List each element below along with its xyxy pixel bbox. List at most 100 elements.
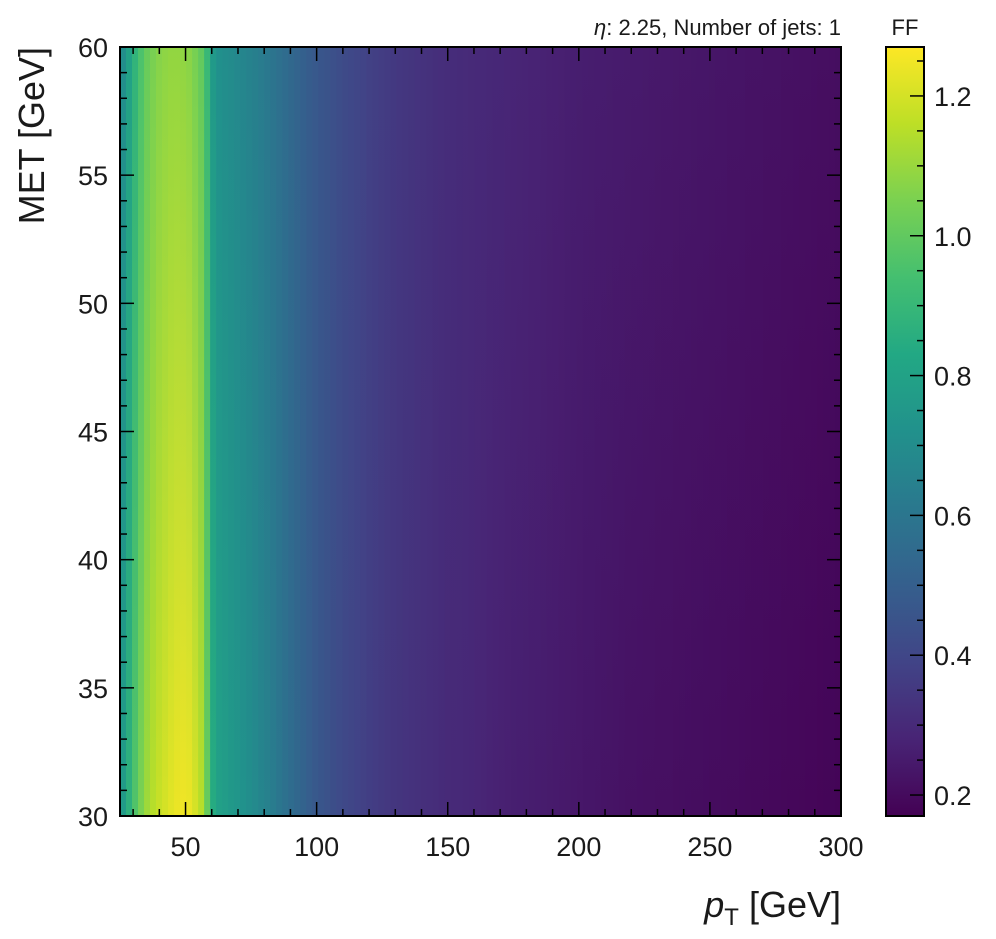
x-axis-label: pT [GeV] (703, 884, 841, 931)
x-tick-label: 50 (171, 832, 201, 862)
y-tick-label: 60 (78, 33, 108, 63)
heatmap-column (180, 47, 187, 816)
heatmap-column (528, 47, 536, 816)
heatmap-column (546, 47, 554, 816)
heatmap-column (492, 47, 500, 816)
heatmap-column (480, 47, 488, 816)
colorbar-tick-label: 0.8 (934, 362, 972, 392)
heatmap-column (360, 47, 367, 816)
colorbar-ticks: 0.2 0.4 0.6 0.8 1.0 1.2 (910, 60, 972, 811)
x-tick-label: 300 (818, 832, 863, 862)
heatmap-column (504, 47, 512, 816)
heatmap-column (564, 47, 572, 816)
y-tick-label: 40 (78, 546, 108, 576)
heatmap-column (702, 47, 710, 816)
heatmap-column (318, 47, 325, 816)
heatmap-column (240, 47, 247, 816)
heatmap-column (774, 47, 782, 816)
heatmap-column (168, 47, 175, 816)
heatmap-column (672, 47, 680, 816)
heatmap-column (714, 47, 722, 816)
heatmap-column (420, 47, 428, 816)
heatmap-column (540, 47, 548, 816)
heatmap-column (756, 47, 764, 816)
colorbar-tick-label: 0.4 (934, 641, 972, 671)
colorbar-frame (885, 46, 925, 817)
heatmap-column (738, 47, 746, 816)
heatmap-column (516, 47, 524, 816)
heatmap-column (534, 47, 542, 816)
heatmap-column (624, 47, 632, 816)
heatmap-column (288, 47, 295, 816)
x-tick-label: 200 (556, 832, 601, 862)
heatmap-column (282, 47, 289, 816)
heatmap-column (606, 47, 614, 816)
heatmap-column (426, 47, 434, 816)
heatmap-column (150, 47, 157, 816)
heatmap-column (648, 47, 656, 816)
x-axis-label-base: p (703, 884, 724, 925)
heatmap-column (162, 47, 169, 816)
heatmap-column (306, 47, 313, 816)
heatmap-column (390, 47, 397, 816)
heatmap-column (630, 47, 638, 816)
heatmap-column (768, 47, 776, 816)
eta-symbol: η (594, 15, 606, 40)
colorbar-label: FF (892, 15, 919, 40)
heatmap-column (678, 47, 686, 816)
colorbar-tick-label: 1.2 (934, 82, 972, 112)
heatmap-column (468, 47, 476, 816)
heatmap-column (144, 47, 151, 816)
heatmap-column (402, 47, 409, 816)
y-tick-label: 35 (78, 674, 108, 704)
heatmap-column (552, 47, 560, 816)
heatmap-column (522, 47, 530, 816)
heatmap-column (750, 47, 758, 816)
heatmap-column (156, 47, 163, 816)
heatmap-column (594, 47, 602, 816)
heatmap-column (642, 47, 650, 816)
heatmap-column (822, 47, 830, 816)
y-tick-label: 30 (78, 802, 108, 832)
heatmap-column (474, 47, 482, 816)
heatmap-column (336, 47, 343, 816)
y-axis-label: MET [GeV] (11, 47, 52, 224)
heatmap-column (486, 47, 494, 816)
colorbar-tick-label: 1.0 (934, 222, 972, 252)
heatmap-column (612, 47, 620, 816)
heatmap-column (378, 47, 385, 816)
heatmap-column (366, 47, 373, 816)
heatmap-column (132, 47, 139, 816)
heatmap-column (798, 47, 806, 816)
heatmap-column (666, 47, 674, 816)
heatmap-column (570, 47, 578, 816)
heatmap-column (330, 47, 337, 816)
heatmap-column (216, 47, 223, 816)
heatmap-column (438, 47, 446, 816)
heatmap-column (498, 47, 506, 816)
heatmap-column (324, 47, 331, 816)
heatmap-column (780, 47, 788, 816)
heatmap-column (276, 47, 283, 816)
heatmap-column (252, 47, 259, 816)
heatmap-column (618, 47, 626, 816)
x-tick-label: 150 (425, 832, 470, 862)
x-axis-label-rest: [GeV] (739, 884, 841, 925)
heatmap-cells (120, 47, 842, 816)
heatmap-column (186, 47, 193, 816)
heatmap-column (804, 47, 812, 816)
heatmap-column (660, 47, 668, 816)
heatmap-column (408, 47, 416, 816)
heatmap-column (654, 47, 662, 816)
x-ticks: 50 100 150 200 250 300 (132, 47, 864, 862)
heatmap-column (576, 47, 584, 816)
heatmap-column (690, 47, 698, 816)
heatmap-column (636, 47, 644, 816)
heatmap-column (582, 47, 590, 816)
heatmap-column (192, 47, 199, 816)
heatmap-column (684, 47, 692, 816)
heatmap-column (696, 47, 704, 816)
heatmap-column (264, 47, 271, 816)
heatmap-column (354, 47, 361, 816)
heatmap-column (414, 47, 422, 816)
